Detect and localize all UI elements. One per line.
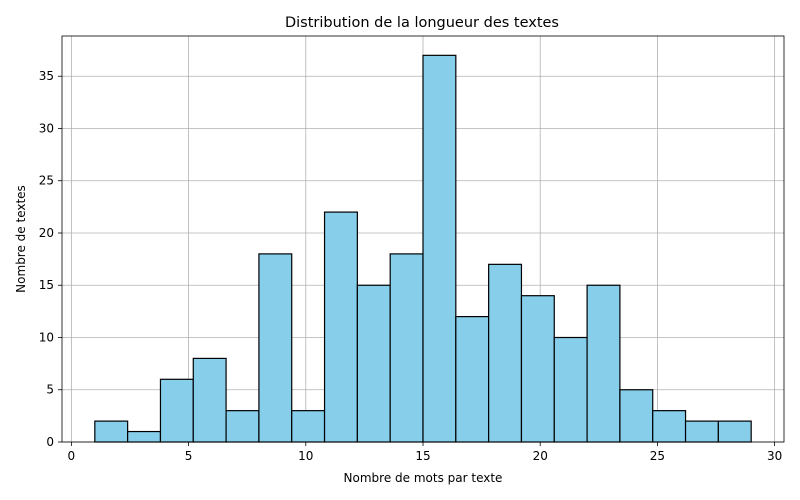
x-tick-label: 10: [298, 449, 313, 463]
y-axis-label: Nombre de textes: [14, 185, 28, 293]
histogram-bar: [356, 284, 391, 443]
histogram-bar: [258, 253, 293, 443]
y-tick-label: 15: [39, 278, 54, 292]
histogram-bar: [389, 253, 424, 443]
x-tick-label: 0: [68, 449, 76, 463]
y-tick-label: 5: [46, 383, 54, 397]
chart-title: Distribution de la longueur des textes: [285, 15, 559, 31]
y-tick-label: 10: [39, 330, 54, 344]
x-tick-label: 20: [533, 449, 548, 463]
histogram-bar: [159, 378, 194, 443]
x-tick-label: 15: [415, 449, 430, 463]
x-axis-ticks: 0 5 10 15 20 25 30: [68, 442, 782, 463]
y-tick-label: 35: [39, 69, 54, 83]
histogram-bar: [127, 430, 162, 443]
x-tick-label: 25: [650, 449, 665, 463]
histogram-bar: [520, 295, 555, 443]
histogram-bar: [323, 211, 358, 443]
histogram-bar: [586, 284, 621, 443]
y-tick-label: 30: [39, 121, 54, 135]
histogram-bar: [192, 357, 227, 443]
histogram-bar: [455, 315, 490, 443]
histogram-bar: [225, 410, 260, 443]
x-axis-label: Nombre de mots par texte: [344, 471, 503, 485]
histogram-bar: [94, 420, 129, 443]
y-tick-label: 0: [46, 435, 54, 449]
histogram-bar: [684, 420, 719, 443]
histogram-bar: [291, 410, 326, 443]
x-tick-label: 30: [767, 449, 782, 463]
histogram-bar: [652, 410, 687, 443]
x-tick-label: 5: [185, 449, 193, 463]
y-tick-label: 20: [39, 226, 54, 240]
y-axis-ticks: 0 5 10 15 20 25 30 35: [39, 69, 62, 449]
histogram-bar: [553, 336, 588, 443]
histogram-bar: [717, 420, 752, 443]
bars: [94, 54, 752, 443]
histogram-bar: [619, 389, 654, 443]
y-tick-label: 25: [39, 174, 54, 188]
histogram-bar: [422, 54, 457, 443]
histogram-bar: [488, 263, 523, 443]
